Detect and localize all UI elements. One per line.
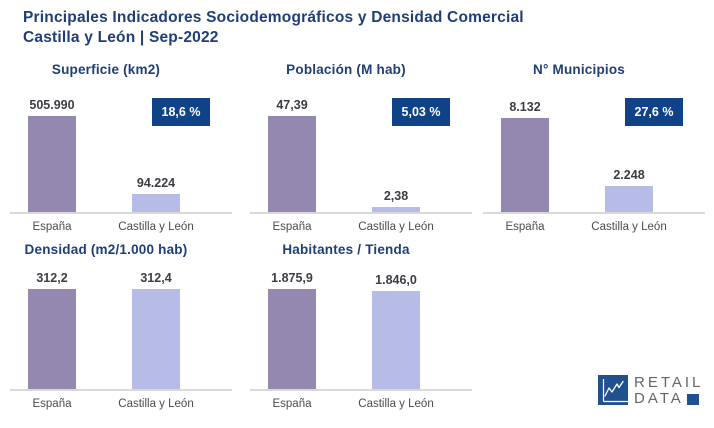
x-label-espana: España <box>32 221 72 233</box>
bar-group-castilla-leon: 1.846,0 <box>341 273 451 389</box>
x-label-castilla-leon: Castilla y León <box>358 398 434 410</box>
plot-area: 18,6 % 505.990 94.224 <box>10 86 232 214</box>
plot-area: 5,03 % 47,39 2,38 <box>250 86 472 214</box>
line-chart-icon <box>598 375 628 410</box>
bar-value: 8.132 <box>509 100 541 114</box>
bar-castilla-leon <box>372 207 420 212</box>
bar-group-espana: 505.990 <box>0 98 107 212</box>
bar-value: 47,39 <box>276 98 308 112</box>
bar-group-castilla-leon: 312,4 <box>101 271 211 389</box>
bar-espana <box>501 118 549 212</box>
bar-group-espana: 8.132 <box>470 100 580 212</box>
x-label-castilla-leon: Castilla y León <box>358 221 434 233</box>
bar-espana <box>28 116 76 212</box>
logo-text: RETAIL DATA <box>634 375 703 406</box>
bar-value: 312,2 <box>36 271 68 285</box>
bar-castilla-leon <box>132 194 180 212</box>
bar-espana <box>28 289 76 389</box>
bar-value: 1.875,9 <box>271 271 313 285</box>
bar-value: 312,4 <box>140 271 172 285</box>
chart-title: Densidad (m2/1.000 hab) <box>24 242 188 257</box>
bar-castilla-leon <box>132 289 180 389</box>
x-axis-labels: España Castilla y León <box>10 396 232 414</box>
bar-value: 2.248 <box>613 168 645 182</box>
x-axis-labels: España Castilla y León <box>483 219 705 237</box>
chart-title: N° Municipios <box>533 62 625 77</box>
bar-group-espana: 312,2 <box>0 271 107 389</box>
bar-group-espana: 1.875,9 <box>237 271 347 389</box>
bar-espana <box>268 289 316 389</box>
share-badge: 27,6 % <box>625 98 683 126</box>
share-badge: 18,6 % <box>152 98 210 126</box>
retail-data-logo: RETAIL DATA <box>598 375 703 410</box>
plot-area: 27,6 % 8.132 2.248 <box>483 86 705 214</box>
plot-area: 312,2 312,4 <box>10 266 232 391</box>
bar-group-espana: 47,39 <box>237 98 347 212</box>
chart-poblacion: Población (M hab) 5,03 % 47,39 2,38 Espa… <box>250 62 472 237</box>
bar-value: 505.990 <box>29 98 75 112</box>
x-label-castilla-leon: Castilla y León <box>118 398 194 410</box>
bar-group-castilla-leon: 2,38 <box>341 189 451 212</box>
x-label-espana: España <box>505 221 545 233</box>
bar-value: 94.224 <box>136 176 176 190</box>
page-title-line2: Castilla y León | Sep-2022 <box>23 29 219 46</box>
bar-value: 1.846,0 <box>375 273 417 287</box>
page-title: Principales Indicadores Sociodemográfico… <box>23 8 524 48</box>
chart-title: Habitantes / Tienda <box>282 242 410 257</box>
chart-habitantes-tienda: Habitantes / Tienda 1.875,9 1.846,0 Espa… <box>250 242 472 414</box>
plot-area: 1.875,9 1.846,0 <box>250 266 472 391</box>
bar-espana <box>268 116 316 212</box>
logo-square <box>686 394 699 405</box>
x-label-espana: España <box>272 221 312 233</box>
share-badge: 5,03 % <box>392 98 450 126</box>
x-axis-labels: España Castilla y León <box>10 219 232 237</box>
x-label-espana: España <box>32 398 72 410</box>
bar-value: 2,38 <box>383 189 409 203</box>
chart-title: Superficie (km2) <box>51 62 161 77</box>
bar-castilla-leon <box>372 291 420 389</box>
bar-castilla-leon <box>605 186 653 212</box>
chart-title: Población (M hab) <box>286 62 406 77</box>
bar-group-castilla-leon: 94.224 <box>101 176 211 212</box>
chart-superficie: Superficie (km2) 18,6 % 505.990 94.224 E… <box>10 62 232 237</box>
x-label-castilla-leon: Castilla y León <box>591 221 667 233</box>
x-label-espana: España <box>272 398 312 410</box>
logo-text-data: DATA <box>634 390 703 407</box>
chart-densidad: Densidad (m2/1.000 hab) 312,2 312,4 Espa… <box>10 242 232 414</box>
x-axis-labels: España Castilla y León <box>250 396 472 414</box>
chart-municipios: N° Municipios 27,6 % 8.132 2.248 España … <box>483 62 705 237</box>
x-label-castilla-leon: Castilla y León <box>118 221 194 233</box>
page-title-line1: Principales Indicadores Sociodemográfico… <box>23 9 524 26</box>
logo-text-retail: RETAIL <box>634 374 704 391</box>
x-axis-labels: España Castilla y León <box>250 219 472 237</box>
bar-group-castilla-leon: 2.248 <box>574 168 684 212</box>
